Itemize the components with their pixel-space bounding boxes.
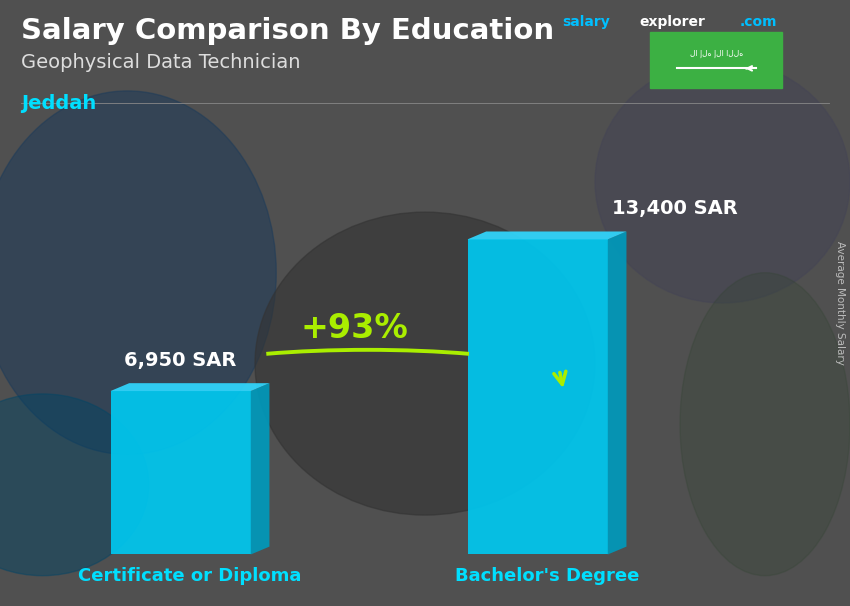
Ellipse shape [0, 91, 276, 454]
Text: 6,950 SAR: 6,950 SAR [124, 351, 237, 370]
Text: .com: .com [740, 15, 777, 29]
Text: +93%: +93% [301, 312, 409, 345]
Text: salary: salary [563, 15, 610, 29]
Bar [650, 32, 782, 88]
Text: Bachelor's Degree: Bachelor's Degree [455, 567, 639, 585]
Polygon shape [608, 231, 626, 554]
Polygon shape [251, 383, 269, 554]
Polygon shape [468, 239, 608, 554]
Polygon shape [468, 231, 626, 239]
Text: Jeddah: Jeddah [21, 94, 97, 113]
Text: لا إله إلا الله: لا إله إلا الله [689, 49, 743, 58]
Polygon shape [110, 391, 251, 554]
Ellipse shape [680, 273, 850, 576]
Polygon shape [110, 383, 269, 391]
Ellipse shape [255, 212, 595, 515]
Text: explorer: explorer [639, 15, 705, 29]
Text: 13,400 SAR: 13,400 SAR [612, 199, 738, 218]
Text: Certificate or Diploma: Certificate or Diploma [78, 567, 302, 585]
Text: Average Monthly Salary: Average Monthly Salary [835, 241, 845, 365]
Ellipse shape [595, 61, 850, 303]
Text: Geophysical Data Technician: Geophysical Data Technician [21, 53, 301, 72]
Text: Salary Comparison By Education: Salary Comparison By Education [21, 17, 554, 45]
Ellipse shape [0, 394, 149, 576]
